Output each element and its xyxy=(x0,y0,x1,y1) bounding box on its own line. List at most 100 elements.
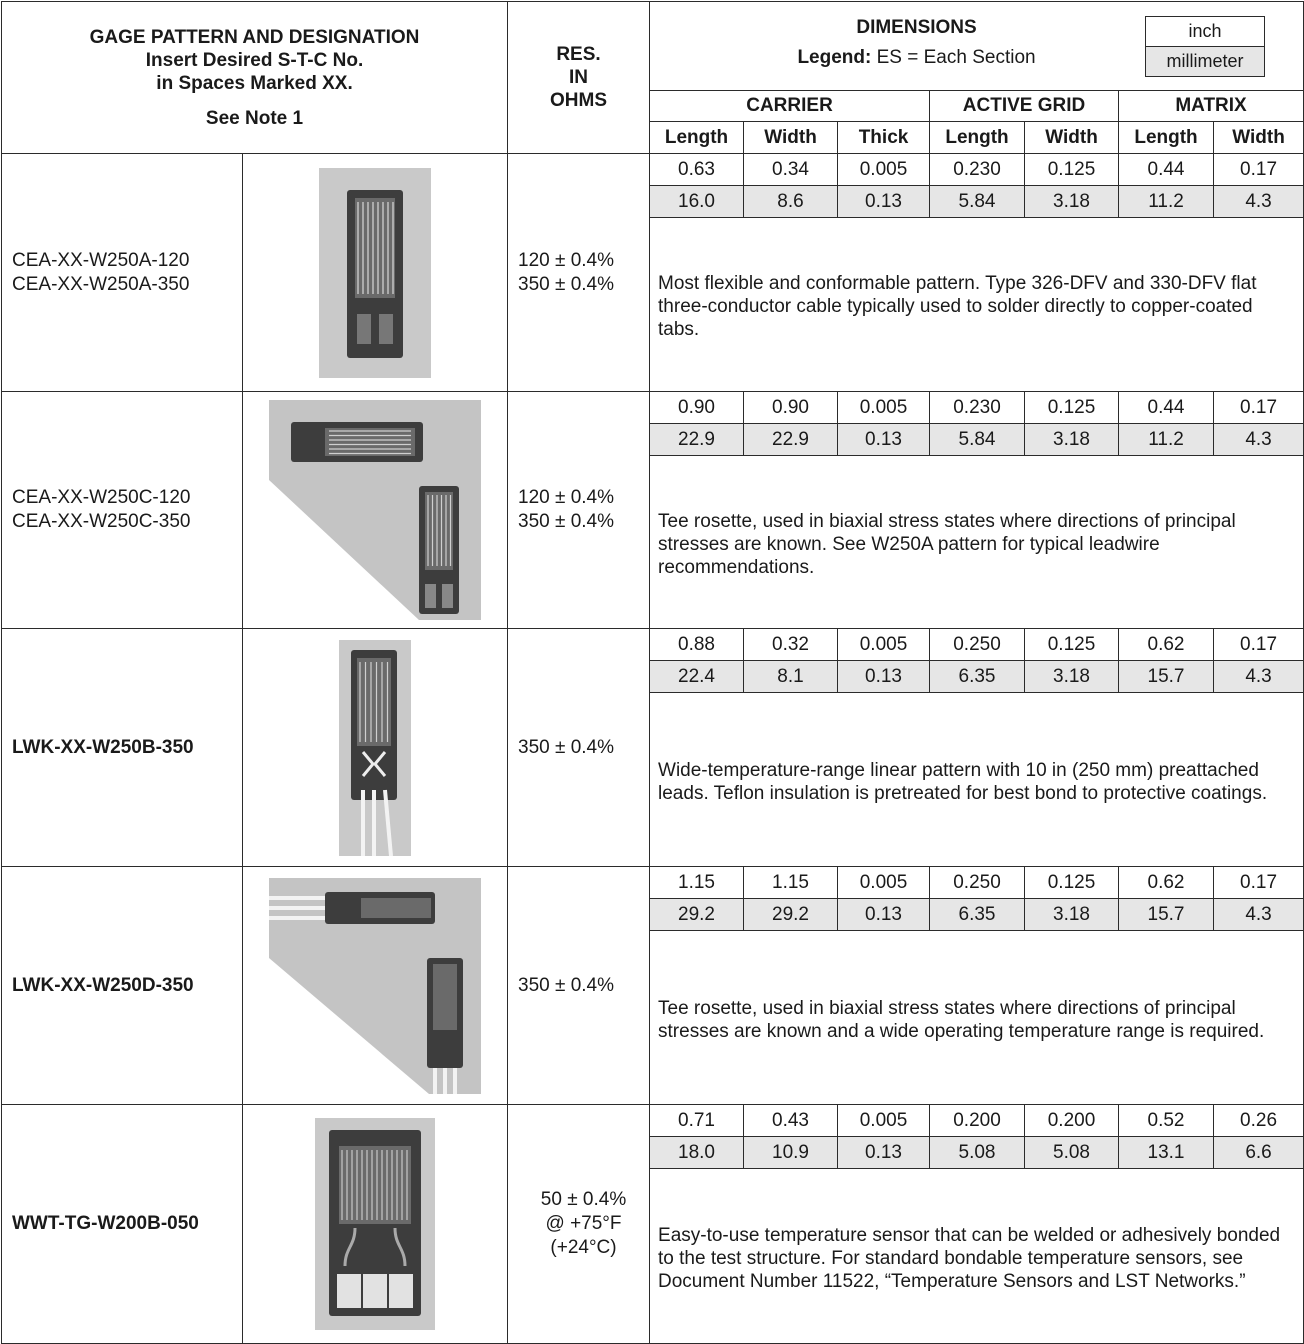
millimeter-value: 22.4 xyxy=(649,660,745,693)
pattern-title: GAGE PATTERN AND DESIGNATION xyxy=(89,26,420,48)
col-carrier-thick: Thick xyxy=(837,121,931,154)
millimeter-value: 11.2 xyxy=(1118,185,1215,218)
pattern-line3: in Spaces Marked XX. xyxy=(156,72,353,94)
inch-value: 0.230 xyxy=(929,153,1026,186)
millimeter-value: 4.3 xyxy=(1213,423,1304,456)
inch-value: 0.005 xyxy=(837,1104,931,1137)
gage-designation: CEA-XX-W250C-120 CEA-XX-W250C-350 xyxy=(1,391,243,629)
linear-gage-leads-icon xyxy=(243,639,507,856)
resistance-text: 350 ± 0.4% xyxy=(518,273,615,295)
gage-description: Most flexible and conformable pattern. T… xyxy=(649,217,1304,392)
inch-value: 0.125 xyxy=(1024,866,1120,899)
millimeter-value: 5.08 xyxy=(1024,1136,1120,1169)
tee-rosette-leads-icon xyxy=(243,877,507,1094)
linear-gage-icon xyxy=(243,167,507,378)
millimeter-value: 5.84 xyxy=(929,423,1026,456)
pattern-line2: Insert Desired S-T-C No. xyxy=(145,49,364,71)
inch-value: 0.17 xyxy=(1213,153,1304,186)
millimeter-value: 10.9 xyxy=(743,1136,839,1169)
col-matrix-length: Length xyxy=(1118,121,1215,154)
res-line3: OHMS xyxy=(550,90,608,111)
inch-value: 0.250 xyxy=(929,866,1026,899)
inch-row: LWK-XX-W250B-350 350 ± 0.4% 0.88 0.32 0.005… xyxy=(1,628,1304,867)
temperature-sensor-icon xyxy=(243,1118,507,1330)
col-carrier-length: Length xyxy=(649,121,745,154)
inch-value: 0.005 xyxy=(837,628,931,661)
inch-value: 0.005 xyxy=(837,153,931,186)
inch-value: 0.125 xyxy=(1024,628,1120,661)
millimeter-value: 6.35 xyxy=(929,660,1026,693)
millimeter-value: 0.13 xyxy=(837,1136,931,1169)
inch-value: 0.26 xyxy=(1213,1104,1304,1137)
millimeter-value: 4.3 xyxy=(1213,660,1304,693)
resistance-text: 350 ± 0.4% xyxy=(518,736,615,758)
col-matrix-width: Width xyxy=(1213,121,1304,154)
millimeter-value: 4.3 xyxy=(1213,185,1304,218)
inch-value: 0.44 xyxy=(1118,153,1215,186)
designation-text: LWK-XX-W250D-350 xyxy=(12,974,194,996)
millimeter-value: 29.2 xyxy=(743,898,839,931)
inch-value: 0.34 xyxy=(743,153,839,186)
description-row: Tee rosette, used in biaxial stress stat… xyxy=(2,455,1304,629)
matrix-header: MATRIX xyxy=(1118,90,1304,122)
inch-value: 0.230 xyxy=(929,391,1026,424)
gage-description: Tee rosette, used in biaxial stress stat… xyxy=(649,455,1304,629)
legend-text: ES = Each Section xyxy=(876,47,1036,68)
designation-text: WWT-TG-W200B-050 xyxy=(12,1213,199,1234)
inch-value: 0.005 xyxy=(837,866,931,899)
gage-image-cell xyxy=(241,1104,509,1344)
gage-description: Wide-temperature-range linear pattern wi… xyxy=(649,692,1304,867)
millimeter-value: 0.13 xyxy=(837,898,931,931)
millimeter-value: 3.18 xyxy=(1024,423,1120,456)
col-grid-width: Width xyxy=(1024,121,1120,154)
legend-label: Legend: xyxy=(797,47,872,68)
inch-row: LWK-XX-W250D-350 350 ± 0.4% 1.15 1.15 0.005… xyxy=(1,866,1304,1105)
res-line2: IN xyxy=(569,67,589,88)
designation-text: CEA-XX-W250C-120 xyxy=(12,487,191,508)
unit-millimeter: millimeter xyxy=(1146,46,1265,76)
inch-value: 0.17 xyxy=(1213,866,1304,899)
inch-value: 1.15 xyxy=(649,866,745,899)
inch-value: 0.17 xyxy=(1213,628,1304,661)
gage-designation: LWK-XX-W250D-350 xyxy=(1,866,243,1105)
gage-image-cell xyxy=(241,391,509,629)
res-line1: RES. xyxy=(556,44,601,65)
legend: Legend: ES = Each Section xyxy=(530,47,1303,69)
millimeter-value: 6.6 xyxy=(1213,1136,1304,1169)
inch-value: 0.62 xyxy=(1118,866,1215,899)
inch-value: 0.44 xyxy=(1118,391,1215,424)
inch-value: 0.17 xyxy=(1213,391,1304,424)
millimeter-value: 0.13 xyxy=(837,660,931,693)
millimeter-value: 3.18 xyxy=(1024,898,1120,931)
millimeter-value: 3.18 xyxy=(1024,185,1120,218)
designation-text: CEA-XX-W250C-350 xyxy=(12,511,191,532)
description-row: Wide-temperature-range linear pattern wi… xyxy=(2,692,1304,867)
millimeter-value: 0.13 xyxy=(837,185,931,218)
millimeter-row: 29.2 29.2 0.13 6.35 3.18 15.7 4.3 xyxy=(2,898,1304,931)
resistance-text: 350 ± 0.4% xyxy=(518,974,615,996)
unit-inch: inch xyxy=(1188,21,1222,41)
pattern-header: GAGE PATTERN AND DESIGNATION Insert Desi… xyxy=(0,1,509,154)
resistance-text: 120 ± 0.4% xyxy=(518,249,615,271)
carrier-header: CARRIER xyxy=(649,90,931,122)
millimeter-value: 3.18 xyxy=(1024,660,1120,693)
inch-value: 0.125 xyxy=(1024,391,1120,424)
resistance-text: 50 ± 0.4% xyxy=(540,1189,627,1210)
inch-value: 0.63 xyxy=(649,153,745,186)
millimeter-row: 18.0 10.9 0.13 5.08 5.08 13.1 6.6 xyxy=(2,1136,1304,1169)
inch-value: 0.52 xyxy=(1118,1104,1215,1137)
inch-value: 0.90 xyxy=(649,391,745,424)
inch-value: 0.005 xyxy=(837,391,931,424)
millimeter-value: 6.35 xyxy=(929,898,1026,931)
description-row: Tee rosette, used in biaxial stress stat… xyxy=(2,930,1304,1105)
millimeter-value: 15.7 xyxy=(1118,898,1215,931)
description-row: Easy-to-use temperature sensor that can … xyxy=(2,1168,1304,1344)
inch-value: 0.90 xyxy=(743,391,839,424)
millimeter-value: 5.84 xyxy=(929,185,1026,218)
gage-image-cell xyxy=(241,153,509,392)
resistance-text: (+24°C) xyxy=(550,1237,617,1258)
millimeter-value: 0.13 xyxy=(837,423,931,456)
col-carrier-width: Width xyxy=(743,121,839,154)
gage-designation: WWT-TG-W200B-050 xyxy=(1,1104,243,1344)
